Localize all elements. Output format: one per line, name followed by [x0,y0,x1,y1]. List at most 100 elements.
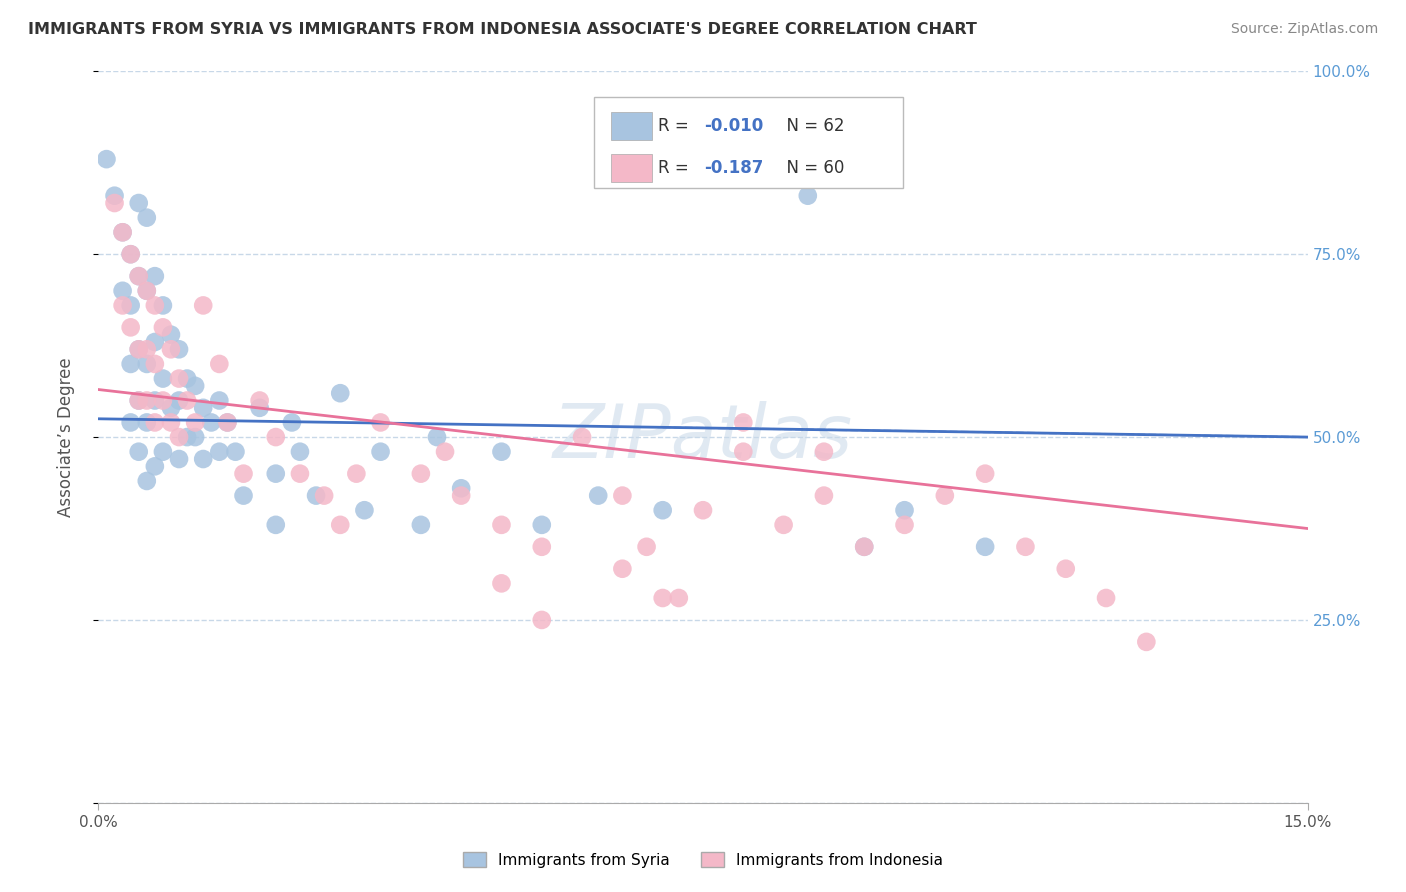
Point [353,503,375,517]
Point [344,467,367,481]
Point [974,467,997,481]
Point [224,444,246,458]
Point [152,298,174,312]
Point [176,393,198,408]
Point [167,371,190,385]
Point [143,459,166,474]
Point [491,576,513,591]
Point [288,444,311,458]
Point [305,489,328,503]
Point [160,327,183,342]
Text: Source: ZipAtlas.com: Source: ZipAtlas.com [1230,22,1378,37]
Point [1135,635,1157,649]
Point [733,416,755,430]
Y-axis label: Associate’s Degree: Associate’s Degree [56,358,75,516]
Point [409,467,432,481]
Point [152,320,174,334]
Point [1014,540,1036,554]
Point [813,444,835,458]
Point [96,152,118,166]
Point [128,444,150,458]
Point [193,452,215,467]
Point [167,393,190,408]
Point [974,540,997,554]
Point [135,474,157,488]
Point [128,196,150,211]
Point [530,540,553,554]
Point [128,343,150,357]
Point [668,591,690,605]
Point [288,467,311,481]
Point [160,343,183,357]
Point [135,284,157,298]
Point [636,540,658,554]
Point [184,379,207,393]
Point [314,489,336,503]
Point [120,247,142,261]
Text: ZIPatlas: ZIPatlas [553,401,853,473]
Point [120,320,142,334]
FancyBboxPatch shape [612,153,652,182]
Point [152,393,174,408]
FancyBboxPatch shape [612,112,652,139]
Point [530,613,553,627]
Text: -0.010: -0.010 [704,117,763,135]
Point [184,430,207,444]
Point [135,393,157,408]
FancyBboxPatch shape [595,97,903,188]
Point [434,444,457,458]
Point [143,357,166,371]
Point [111,225,134,239]
Legend: Immigrants from Syria, Immigrants from Indonesia: Immigrants from Syria, Immigrants from I… [456,844,950,875]
Point [208,357,231,371]
Point [135,211,157,225]
Point [249,401,271,415]
Point [193,298,215,312]
Point [143,298,166,312]
Point [111,284,134,298]
Point [370,416,392,430]
Point [450,489,472,503]
Point [450,481,472,495]
Text: R =: R = [658,159,695,177]
Point [160,416,183,430]
Point [1054,562,1077,576]
Point [120,247,142,261]
Text: R =: R = [658,117,695,135]
Point [733,444,755,458]
Point [370,444,392,458]
Point [208,393,231,408]
Point [167,452,190,467]
Point [176,430,198,444]
Point [217,416,239,430]
Point [120,416,142,430]
Point [103,188,125,202]
Point [135,284,157,298]
Point [232,467,254,481]
Point [426,430,449,444]
Point [893,503,915,517]
Point [200,416,222,430]
Point [128,393,150,408]
Point [586,489,609,503]
Point [208,444,231,458]
Point [167,430,190,444]
Point [143,334,166,349]
Point [329,517,352,532]
Point [772,517,794,532]
Point [143,269,166,284]
Point [853,540,876,554]
Point [135,343,157,357]
Point [128,343,150,357]
Point [249,393,271,408]
Point [612,562,634,576]
Point [120,298,142,312]
Point [1095,591,1118,605]
Point [264,517,287,532]
Point [217,416,239,430]
Point [128,393,150,408]
Point [167,343,190,357]
Point [692,503,714,517]
Text: IMMIGRANTS FROM SYRIA VS IMMIGRANTS FROM INDONESIA ASSOCIATE'S DEGREE CORRELATIO: IMMIGRANTS FROM SYRIA VS IMMIGRANTS FROM… [28,22,977,37]
Point [128,269,150,284]
